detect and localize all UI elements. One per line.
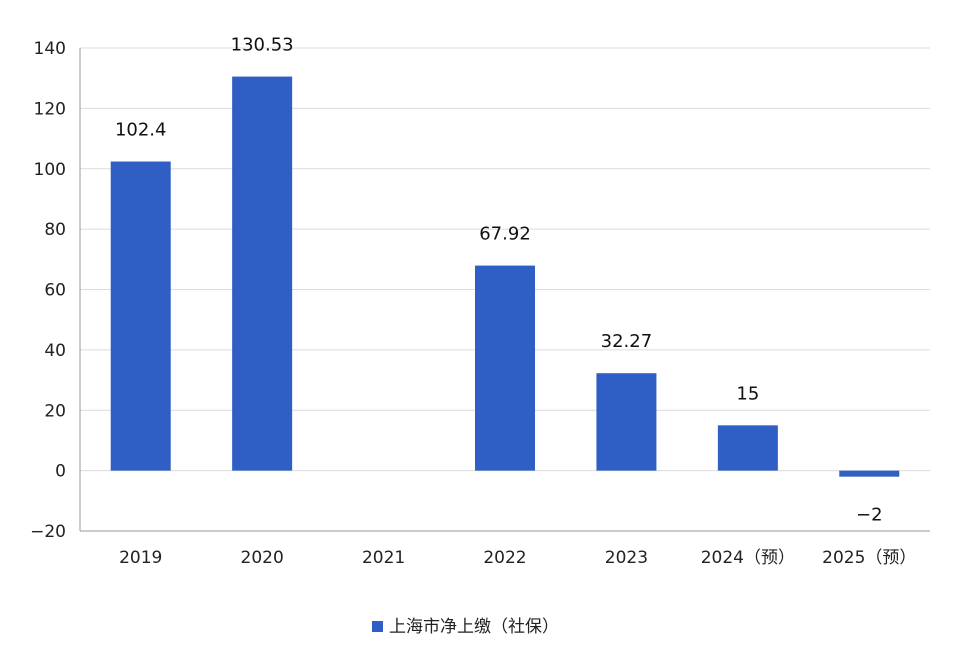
y-tick-label: 140 xyxy=(34,39,66,59)
y-tick-label: 40 xyxy=(44,341,66,361)
data-label-5: 15 xyxy=(736,383,759,404)
bar-0 xyxy=(110,161,171,471)
bar-1 xyxy=(232,76,293,471)
y-axis-tick-labels: 140 120 100 80 60 40 20 0 −20 xyxy=(30,39,66,542)
y-tick-label: −20 xyxy=(30,522,66,542)
x-axis-tick-labels: 2019 2020 2021 2022 2023 2024（预） 2025（预） xyxy=(119,548,916,568)
bar-3 xyxy=(475,265,535,471)
data-label-6: −2 xyxy=(856,505,883,526)
bars xyxy=(110,76,900,477)
y-tick-label: 60 xyxy=(44,281,66,301)
x-tick-label-1: 2020 xyxy=(241,548,284,568)
x-tick-label-6: 2025（预） xyxy=(822,548,916,568)
x-tick-label-0: 2019 xyxy=(119,548,162,568)
bar-6 xyxy=(839,470,900,477)
data-label-4: 32.27 xyxy=(601,331,653,352)
legend: 上海市净上缴（社保） xyxy=(372,617,559,637)
data-label-3: 67.92 xyxy=(479,224,531,245)
legend-label: 上海市净上缴（社保） xyxy=(389,617,559,637)
y-tick-label: 120 xyxy=(34,99,66,119)
x-tick-label-3: 2022 xyxy=(483,548,526,568)
bar-4 xyxy=(596,373,657,471)
y-tick-label: 80 xyxy=(44,220,66,240)
x-tick-label-5: 2024（预） xyxy=(701,548,795,568)
x-tick-label-4: 2023 xyxy=(605,548,648,568)
legend-swatch xyxy=(372,621,383,632)
x-tick-label-2: 2021 xyxy=(362,548,405,568)
y-tick-label: 0 xyxy=(55,462,66,482)
data-label-0: 102.4 xyxy=(115,120,167,141)
bar-5 xyxy=(717,425,778,471)
y-tick-label: 100 xyxy=(34,160,66,180)
data-label-1: 130.53 xyxy=(231,35,294,56)
y-tick-label: 20 xyxy=(44,401,66,421)
data-labels: 102.4 130.53 67.92 32.27 15 −2 xyxy=(115,35,883,526)
